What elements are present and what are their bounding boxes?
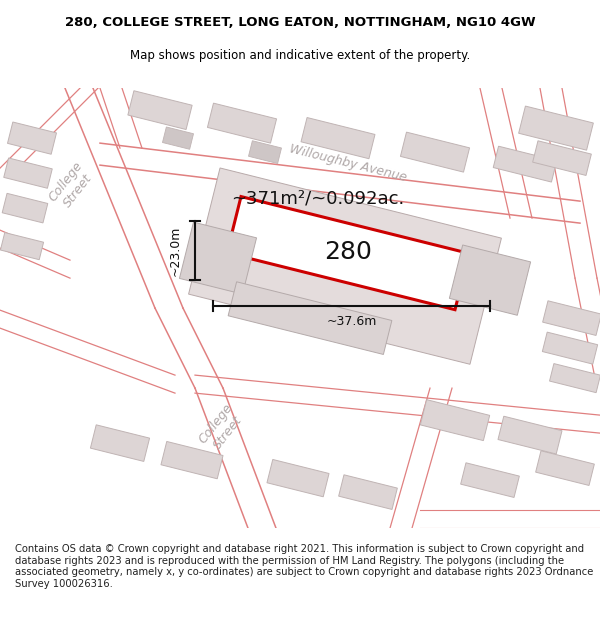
Polygon shape	[1, 232, 44, 260]
Text: Contains OS data © Crown copyright and database right 2021. This information is : Contains OS data © Crown copyright and d…	[15, 544, 593, 589]
Polygon shape	[228, 282, 392, 354]
Polygon shape	[461, 462, 520, 498]
Polygon shape	[518, 106, 593, 150]
Polygon shape	[179, 222, 257, 294]
Polygon shape	[188, 168, 502, 364]
Polygon shape	[91, 425, 149, 461]
Polygon shape	[421, 399, 490, 441]
Polygon shape	[8, 122, 56, 154]
Text: Map shows position and indicative extent of the property.: Map shows position and indicative extent…	[130, 49, 470, 62]
Polygon shape	[498, 416, 562, 454]
Polygon shape	[248, 141, 281, 164]
Polygon shape	[208, 103, 277, 143]
Polygon shape	[2, 193, 48, 223]
Polygon shape	[161, 441, 223, 479]
Polygon shape	[449, 245, 530, 315]
Polygon shape	[493, 146, 557, 182]
Polygon shape	[267, 459, 329, 497]
Polygon shape	[338, 475, 397, 509]
Polygon shape	[536, 451, 595, 486]
Text: ~23.0m: ~23.0m	[169, 226, 182, 276]
Polygon shape	[227, 196, 469, 310]
Polygon shape	[550, 364, 600, 392]
Text: Willoughby Avenue: Willoughby Avenue	[288, 142, 408, 184]
Text: ~371m²/~0.092ac.: ~371m²/~0.092ac.	[232, 189, 404, 207]
Polygon shape	[400, 132, 470, 172]
Polygon shape	[533, 141, 592, 176]
Polygon shape	[4, 158, 52, 188]
Text: College
Street: College Street	[47, 159, 97, 213]
Text: College
Street: College Street	[197, 401, 247, 455]
Polygon shape	[542, 332, 598, 364]
Polygon shape	[128, 91, 192, 129]
Text: ~37.6m: ~37.6m	[326, 314, 377, 328]
Text: 280: 280	[324, 240, 372, 264]
Polygon shape	[163, 127, 194, 149]
Text: 280, COLLEGE STREET, LONG EATON, NOTTINGHAM, NG10 4GW: 280, COLLEGE STREET, LONG EATON, NOTTING…	[65, 16, 535, 29]
Polygon shape	[301, 118, 375, 159]
Polygon shape	[542, 301, 600, 336]
